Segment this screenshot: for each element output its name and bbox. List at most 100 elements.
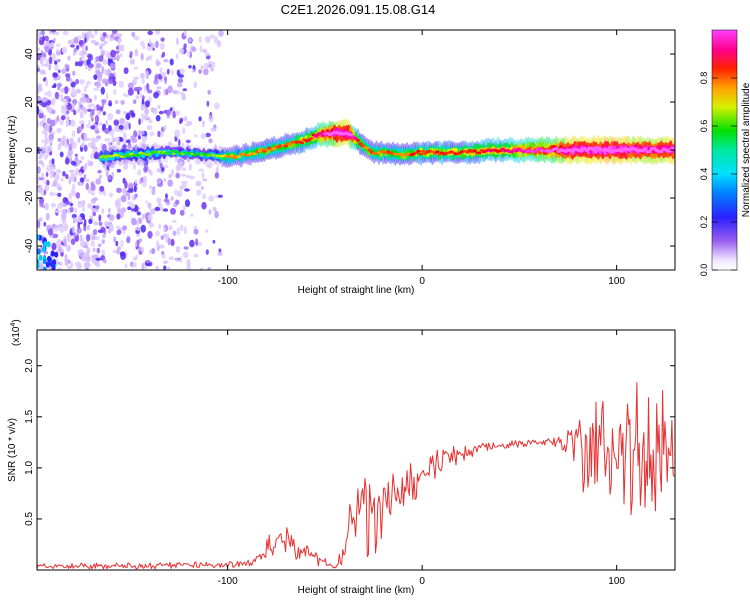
noise-dot [202,178,208,182]
noise-dot [212,239,216,244]
noise-dot [75,192,81,199]
noise-dot [188,65,192,69]
noise-dot [104,137,111,142]
noise-dot [179,209,185,216]
noise-dot [97,170,102,174]
noise-dot [43,114,47,120]
noise-dot [95,56,99,62]
ridge-cell [670,146,675,151]
noise-dot [140,40,145,47]
noise-dot [67,235,70,243]
noise-dot [103,189,106,197]
noise-dot [194,134,198,138]
noise-dot [42,35,45,43]
noise-dot [50,119,56,127]
noise-dot [109,73,115,78]
noise-dot [112,80,117,86]
noise-dot [56,185,63,191]
noise-dot [155,115,161,122]
noise-dot [70,177,75,183]
noise-dot [45,261,50,268]
noise-dot [93,74,98,80]
noise-dot [168,225,173,231]
colorbar-tick-label: 0.0 [699,264,709,277]
snr-line [37,382,675,570]
noise-dot [48,56,53,65]
noise-dot [179,224,184,232]
noise-dot [89,111,93,118]
noise-dot [130,203,136,209]
noise-dot [44,202,49,211]
noise-dot [205,229,209,233]
noise-dot [69,206,74,213]
noise-dot [174,129,181,138]
noise-dot [147,230,153,239]
noise-dot [178,74,184,78]
noise-dot [50,250,55,257]
noise-dot [137,169,142,176]
noise-dot [99,46,103,50]
noise-dot [156,265,159,270]
noise-dot [127,142,132,150]
noise-dot [115,109,121,115]
noise-dot [98,221,103,227]
noise-dot [41,101,48,108]
noise-dot [186,259,191,265]
snr-y-label: SNR (10 * v/v) [7,418,18,482]
noise-dot [165,109,171,117]
noise-dot [59,225,65,233]
colorbar: 0.0 0.2 0.4 0.6 0.8 Normalized spectral ampl… [699,29,750,277]
noise-dot [42,162,45,168]
noise-dot [163,226,166,233]
noise-dot [181,180,188,185]
noise-dot [102,258,107,264]
noise-dot [208,195,215,202]
noise-dot [186,265,192,270]
noise-dot [155,230,160,237]
ridge-cell [355,139,361,142]
colorbar-tick-label: 0.8 [699,72,709,85]
noise-dot [167,237,172,246]
noise-dot [101,49,106,56]
noise-dot [46,145,53,153]
noise-dot [70,119,76,127]
noise-dot [152,47,155,51]
noise-dot [45,79,49,87]
noise-dot [123,67,129,75]
noise-dot [125,139,131,144]
noise-dot [116,213,121,220]
noise-dot [56,58,61,63]
noise-dot [37,107,40,115]
noise-dot [45,179,50,186]
noise-dot [44,137,49,144]
noise-dot [217,194,223,198]
noise-dot [60,94,64,98]
ridge-cell [435,150,440,154]
noise-dot [116,229,122,236]
noise-dot [50,191,54,196]
noise-dot [120,194,127,203]
noise-dot [83,261,90,269]
noise-dot [136,86,143,91]
noise-dot [178,138,181,147]
snr-x-ticks: -100 0 100 [218,330,625,587]
noise-dot [47,64,51,70]
noise-dot [167,266,171,270]
noise-dot [134,179,138,184]
noise-dot [198,36,202,43]
ridge-cell [127,155,132,158]
noise-dot [94,147,98,152]
noise-dot [39,261,43,267]
noise-dot [139,178,142,185]
noise-dot [118,128,125,133]
ridge-cell [192,154,197,157]
noise-dot [101,66,104,74]
noise-dot [86,224,91,231]
noise-dot [76,234,79,242]
noise-dot [101,78,108,84]
snr-frame [36,329,676,571]
ridge-cell [537,147,543,151]
noise-dot [59,139,64,146]
ridge-cell [348,133,354,137]
noise-dot [149,131,154,137]
